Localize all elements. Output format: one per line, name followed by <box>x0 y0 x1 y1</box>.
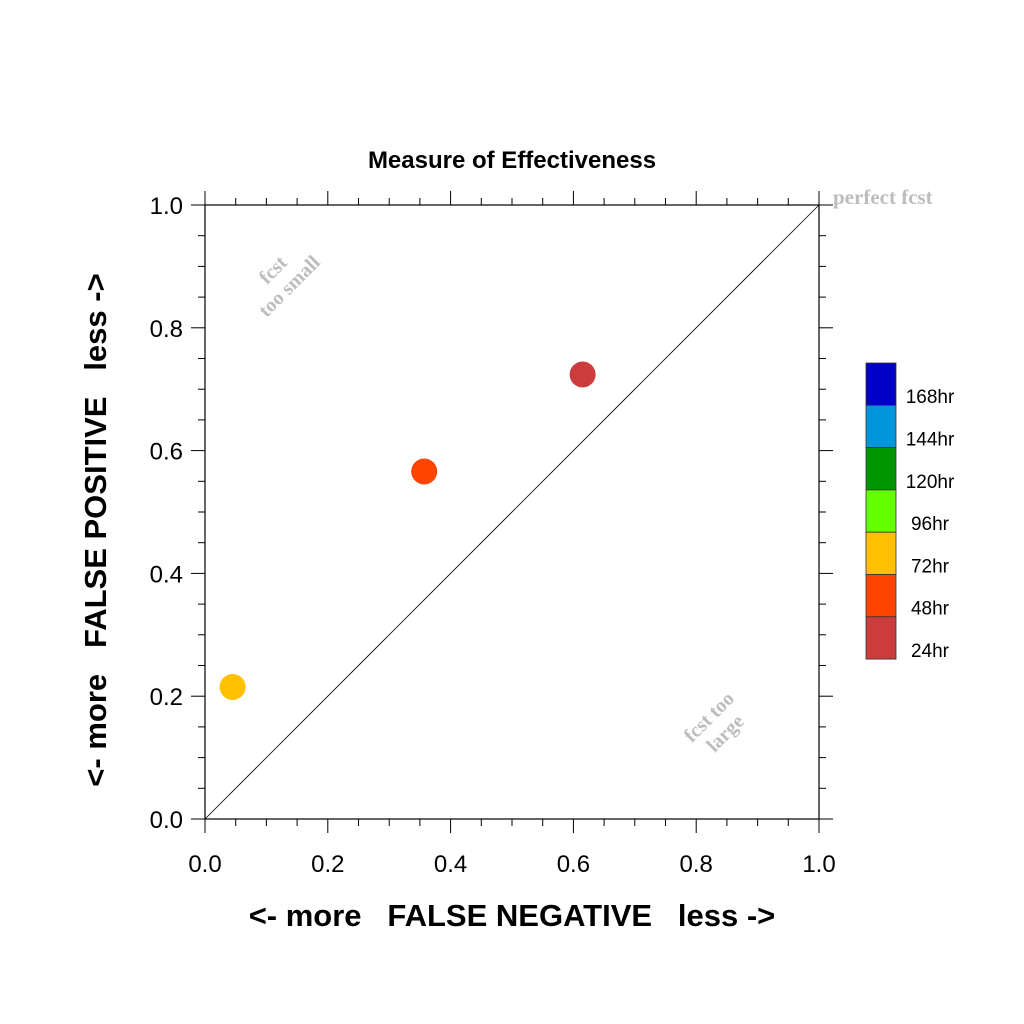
legend-label-48hr: 48hr <box>911 599 950 620</box>
x-tick-label: 0.6 <box>557 851 590 878</box>
legend-swatch-72hr <box>865 531 897 575</box>
y-tick-label: 0.2 <box>150 684 183 711</box>
perfect-fcst-label: perfect fcst <box>833 185 933 209</box>
x-tick-label: 0.0 <box>188 851 221 878</box>
point-24hr <box>569 361 596 388</box>
legend-swatch-48hr <box>865 574 897 618</box>
x-tick-label: 1.0 <box>802 851 835 878</box>
x-tick-label: 0.2 <box>311 851 344 878</box>
x-tick-label: 0.4 <box>434 851 467 878</box>
axis-ticks: 0.0 0.2 0.4 0.6 0.8 1.0 0.0 0.2 0.4 0.6 0.8 1.0 <box>150 191 836 878</box>
legend-label-72hr: 72hr <box>911 556 950 577</box>
plot-area: 0.0 0.2 0.4 0.6 0.8 1.0 0.0 0.2 0.4 0.6 0.8 1.0 <box>150 191 836 878</box>
forecast-hour-legend: 168hr 144hr 120hr 96hr 72hr 48hr 24hr <box>865 362 955 662</box>
legend-swatch-120hr <box>865 447 897 491</box>
chart-title: Measure of Effectiveness <box>368 147 656 174</box>
legend-label-120hr: 120hr <box>906 472 955 493</box>
y-tick-label: 0.8 <box>150 316 183 343</box>
y-tick-label: 1.0 <box>150 193 183 220</box>
y-tick-label: 0.6 <box>150 439 183 466</box>
legend-label-24hr: 24hr <box>911 641 950 662</box>
point-72hr <box>219 673 246 700</box>
point-48hr <box>411 458 438 485</box>
legend-swatch-24hr <box>865 616 897 660</box>
legend-label-168hr: 168hr <box>906 387 955 408</box>
x-axis-label: <- more FALSE NEGATIVE less -> <box>249 898 776 933</box>
fcst-too-large-label: fcst too large <box>680 688 749 757</box>
data-points <box>219 361 596 700</box>
y-tick-label: 0.4 <box>150 561 183 588</box>
perfect-forecast-diagonal <box>204 204 820 820</box>
legend-swatch-144hr <box>865 404 897 448</box>
fcst-too-small-label: fcst too small <box>254 251 324 321</box>
y-tick-label: 0.0 <box>150 807 183 834</box>
legend-label-144hr: 144hr <box>906 429 955 450</box>
legend-label-96hr: 96hr <box>911 514 950 535</box>
legend-swatch-96hr <box>865 489 897 533</box>
legend-swatch-168hr <box>865 362 897 406</box>
y-axis-label: <- more FALSE POSITIVE less -> <box>78 273 113 786</box>
x-tick-label: 0.8 <box>680 851 713 878</box>
